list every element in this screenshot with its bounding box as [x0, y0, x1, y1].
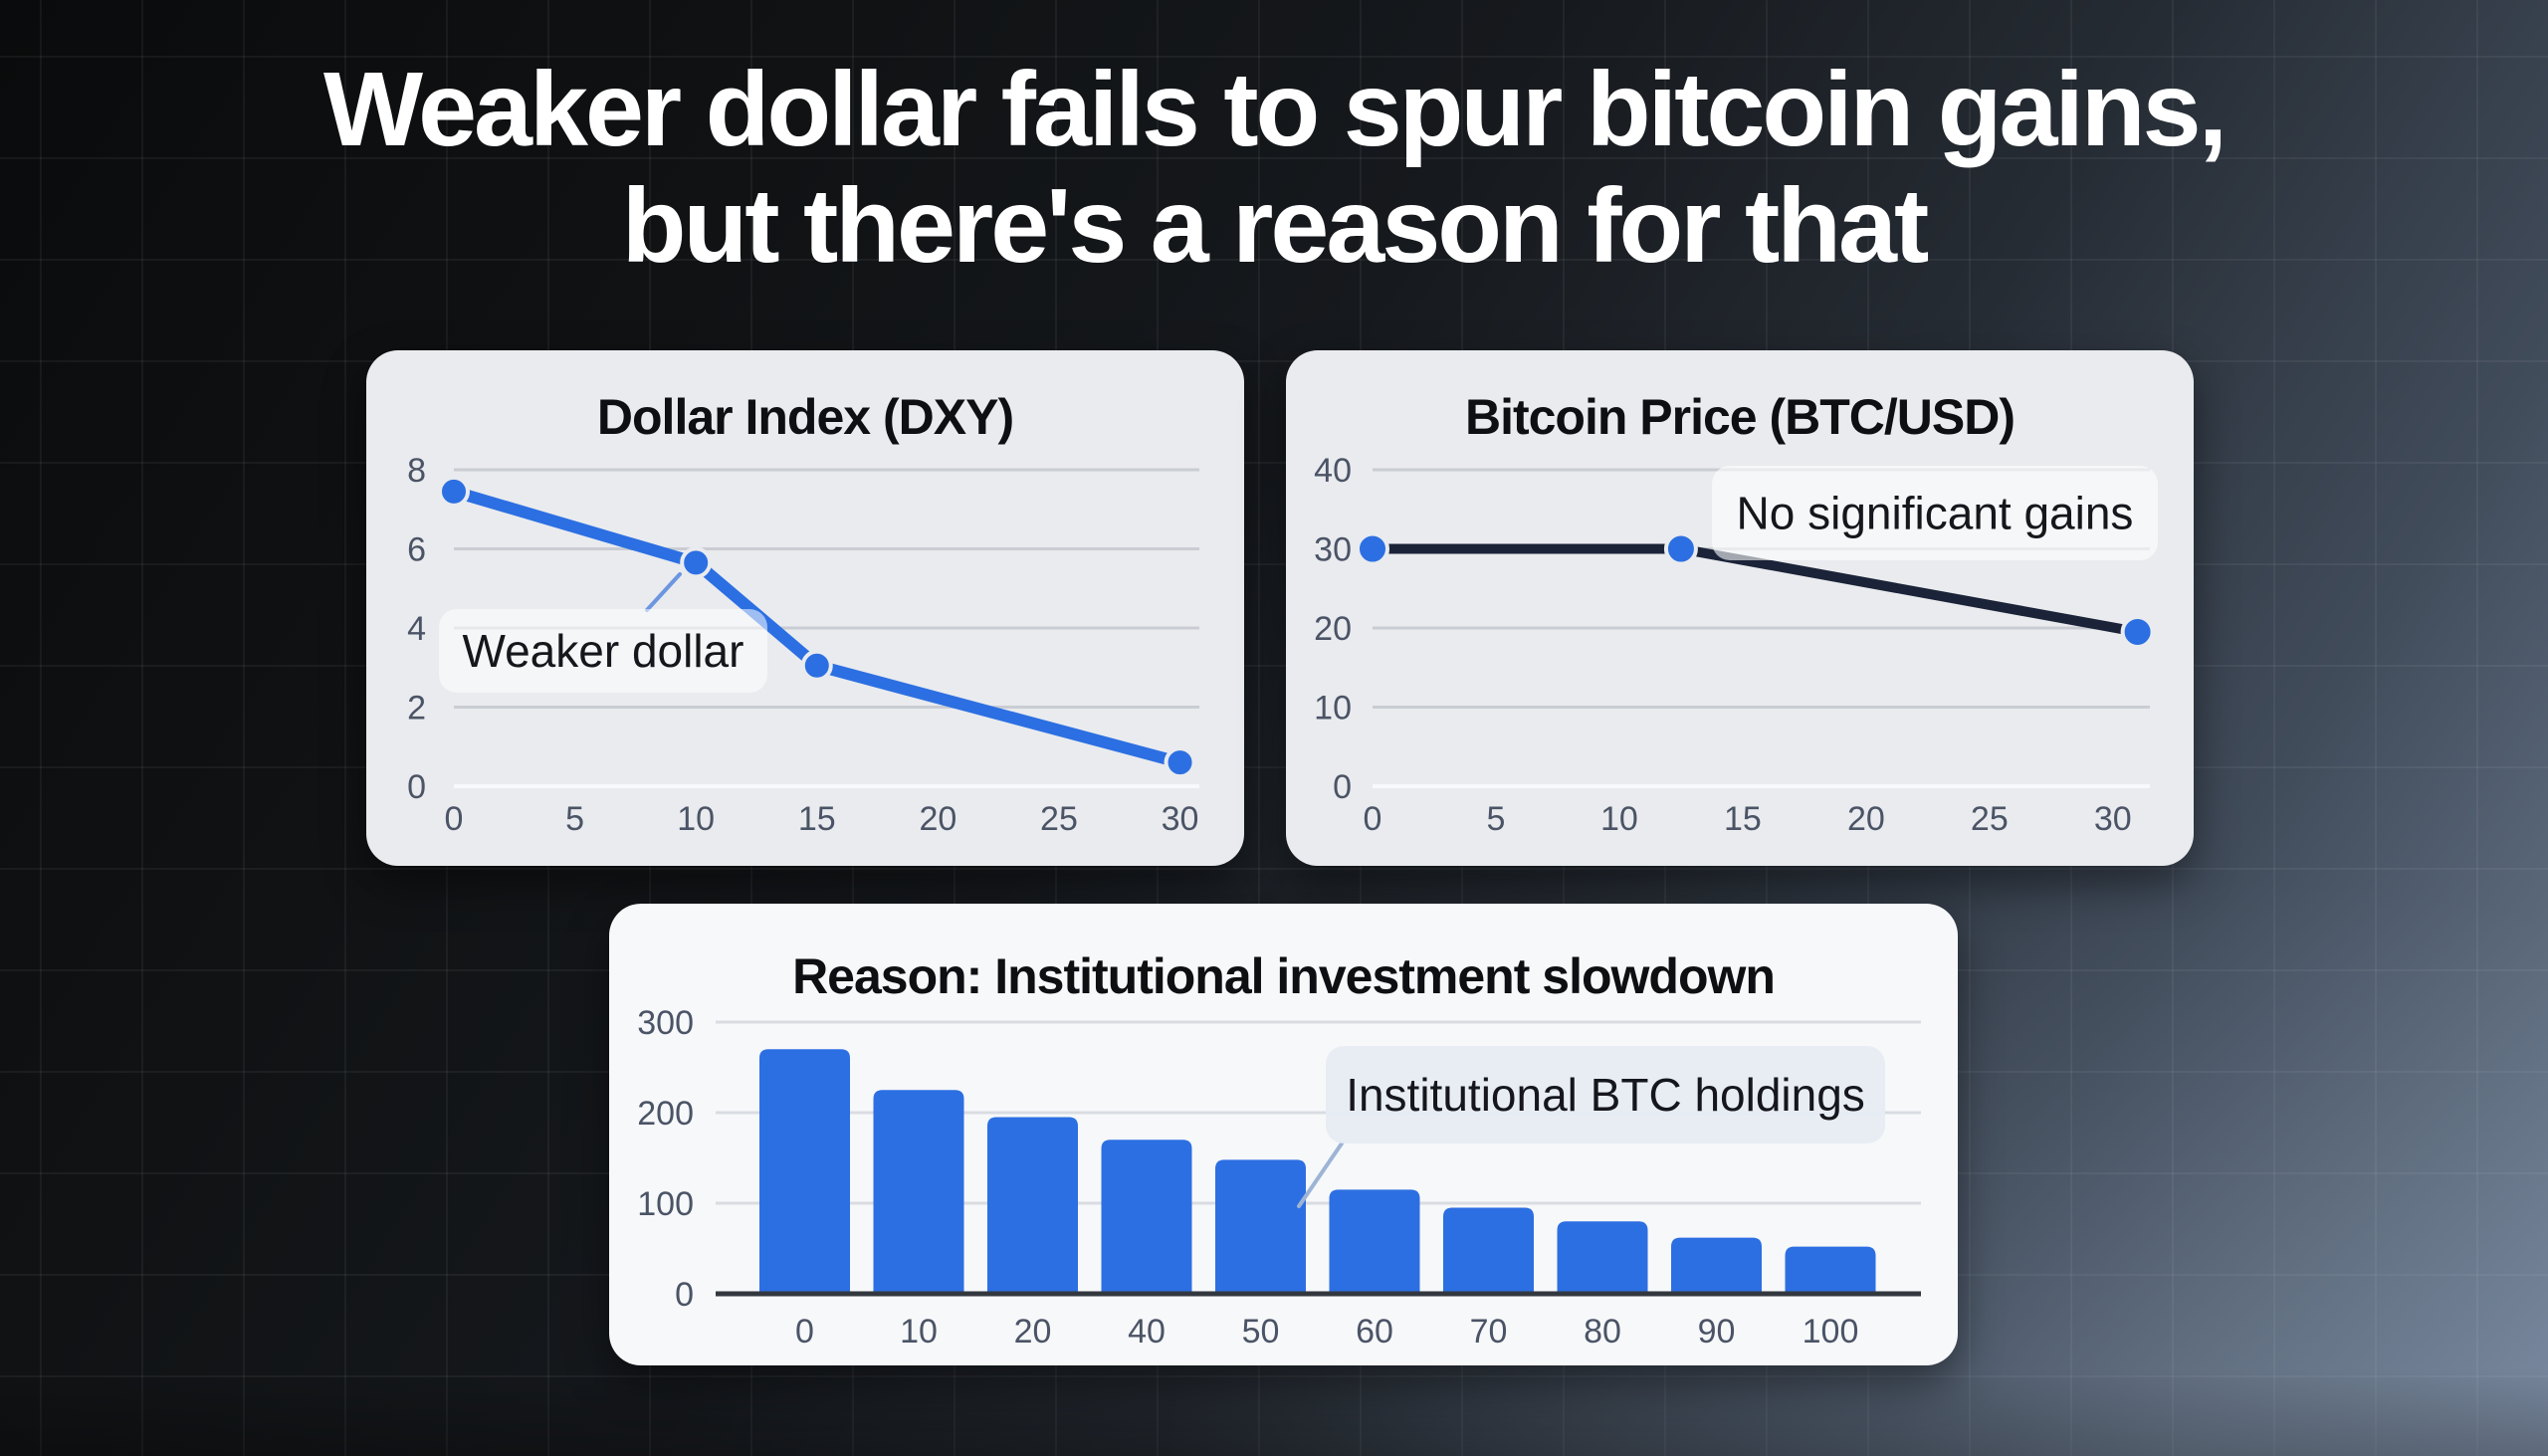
- dxy-chart-title: Dollar Index (DXY): [596, 389, 1014, 445]
- data-line: [1368, 543, 2143, 637]
- x-tick-label: 10: [1600, 800, 1638, 838]
- data-point-marker: [2120, 614, 2155, 649]
- annotation-callout-line: [1297, 1142, 1344, 1208]
- reason-bar-chart-card: 0 100 200 300 0 10 20 40 50 60 70 80 90 100 Institutio…: [609, 904, 1958, 1365]
- y-tick-label: 300: [637, 1004, 694, 1042]
- y-tick-label: 8: [407, 452, 426, 490]
- y-tick-label: 0: [675, 1276, 694, 1314]
- annotation-text: Institutional BTC holdings: [1346, 1069, 1865, 1121]
- page-title-line1: Weaker dollar fails to spur bitcoin gain…: [322, 51, 2228, 168]
- annotation-text: Weaker dollar: [463, 625, 744, 677]
- bar: [1671, 1237, 1762, 1294]
- x-tick-label: 100: [1803, 1313, 1859, 1351]
- y-tick-label: 30: [1314, 531, 1352, 569]
- x-tick-label: 0: [1364, 800, 1382, 838]
- btc-chart-card: 0 10 20 30 40 0 5 10 15 20 25 30 No significant gain…: [1286, 350, 2194, 866]
- data-point-marker: [800, 649, 833, 682]
- y-tick-label: 2: [407, 690, 426, 728]
- x-tick-label: 5: [565, 800, 584, 838]
- x-tick-label: 10: [900, 1313, 938, 1351]
- x-tick-label: 90: [1698, 1313, 1736, 1351]
- x-tick-label: 50: [1242, 1313, 1280, 1351]
- btc-chart-title: Bitcoin Price (BTC/USD): [1464, 389, 2016, 445]
- data-point-marker: [1164, 746, 1196, 779]
- bar: [759, 1049, 850, 1294]
- x-tick-label: 80: [1584, 1313, 1621, 1351]
- x-tick-label: 40: [1128, 1313, 1166, 1351]
- bar: [1101, 1140, 1192, 1294]
- bar: [1329, 1189, 1420, 1294]
- x-tick-label: 25: [1971, 800, 2009, 838]
- y-tick-label: 0: [407, 768, 426, 806]
- bar: [1557, 1221, 1648, 1294]
- dxy-chart-card: 0 2 4 6 8 0 5 10 15 20 25 30 Weaker dollar Dollar In…: [366, 350, 1244, 866]
- y-tick-label: 6: [407, 531, 426, 569]
- y-tick-label: 20: [1314, 610, 1352, 648]
- reason-chart-title: Reason: Institutional investment slowdow…: [792, 948, 1776, 1004]
- x-tick-label: 15: [798, 800, 836, 838]
- x-tick-label: 30: [2094, 800, 2132, 838]
- bar: [873, 1090, 964, 1294]
- page-title: Weaker dollar fails to spur bitcoin gain…: [0, 52, 2548, 284]
- x-tick-label: 20: [1014, 1313, 1052, 1351]
- annotation-box: [1712, 466, 2158, 560]
- x-tick-label: 5: [1487, 800, 1506, 838]
- x-tick-label: 30: [1162, 800, 1199, 838]
- bar: [987, 1117, 1078, 1294]
- btc-line-chart: 0 10 20 30 40 0 5 10 15 20 25 30 No significant gain…: [1314, 452, 2158, 838]
- annotation-box: [1326, 1046, 1885, 1144]
- x-tick-label: 10: [677, 800, 715, 838]
- y-tick-label: 0: [1333, 768, 1352, 806]
- annotation-text: No significant gains: [1737, 488, 2134, 539]
- y-tick-label: 10: [1314, 690, 1352, 728]
- x-tick-label: 20: [919, 800, 956, 838]
- y-tick-label: 40: [1314, 452, 1352, 490]
- bar: [1215, 1159, 1306, 1294]
- page-title-line2: but there's a reason for that: [621, 166, 1930, 285]
- data-point-marker: [1663, 531, 1698, 566]
- bar: [1785, 1246, 1876, 1294]
- x-tick-label: 0: [795, 1313, 814, 1351]
- x-tick-label: 0: [445, 800, 464, 838]
- annotation-box: [439, 609, 767, 693]
- x-tick-label: 25: [1040, 800, 1078, 838]
- x-tick-label: 15: [1724, 800, 1762, 838]
- data-point-marker: [438, 475, 470, 508]
- x-tick-label: 20: [1847, 800, 1885, 838]
- institutional-holdings-bar-chart: 0 100 200 300 0 10 20 40 50 60 70 80 90 100 Institutio…: [637, 1004, 1921, 1351]
- annotation-callout-line: [645, 572, 682, 612]
- y-tick-label: 4: [407, 610, 426, 648]
- x-tick-label: 60: [1356, 1313, 1393, 1351]
- y-tick-label: 100: [637, 1185, 694, 1223]
- bar: [1443, 1207, 1534, 1294]
- y-tick-label: 200: [637, 1095, 694, 1133]
- dxy-line-chart: 0 2 4 6 8 0 5 10 15 20 25 30 Weaker dollar: [407, 452, 1199, 838]
- x-tick-label: 70: [1470, 1313, 1508, 1351]
- data-point-marker: [1356, 531, 1389, 566]
- data-point-marker: [680, 546, 713, 579]
